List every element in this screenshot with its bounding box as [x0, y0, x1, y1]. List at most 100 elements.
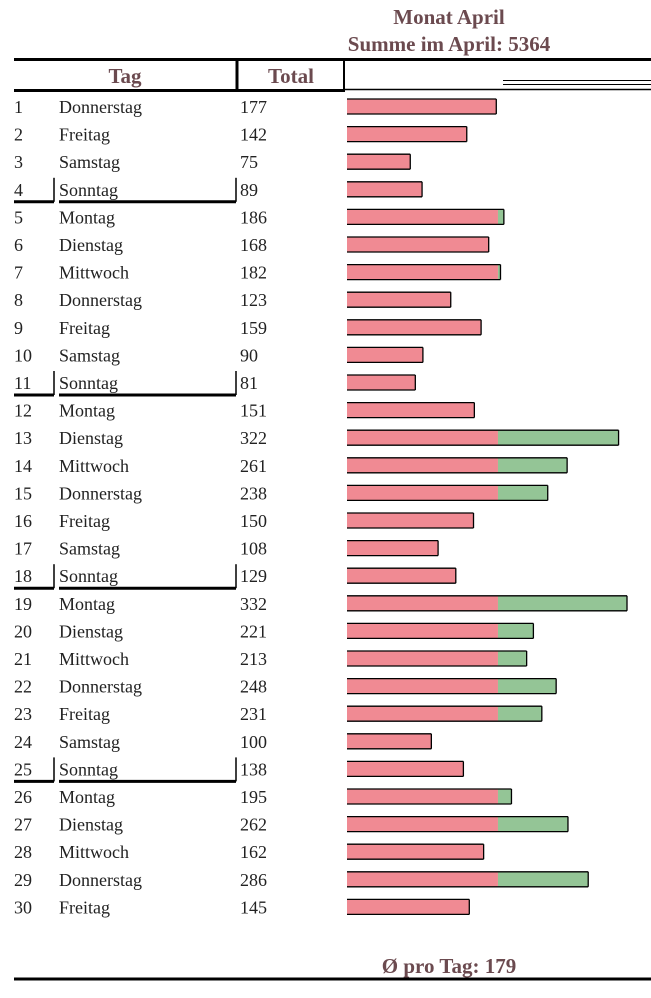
bar-base [347, 430, 498, 446]
bar-base [347, 181, 423, 197]
day-number: 26 [14, 787, 32, 807]
weekday-label: Sonntag [59, 180, 118, 200]
day-total: 221 [240, 621, 267, 641]
day-number: 8 [14, 290, 23, 310]
bar-base [347, 789, 498, 804]
day-number: 23 [14, 704, 32, 724]
day-total: 213 [240, 649, 267, 669]
bar-extra [497, 651, 527, 666]
weekday-label: Dienstag [59, 235, 123, 255]
day-number: 20 [14, 621, 32, 641]
bar-base [347, 761, 464, 777]
day-number: 14 [14, 456, 32, 476]
bar-base [347, 899, 470, 915]
day-number: 5 [14, 207, 23, 227]
weekday-label: Montag [59, 787, 115, 807]
day-number: 24 [14, 732, 32, 752]
chart-title: Monat April [393, 5, 505, 29]
bar-base [347, 595, 498, 611]
weekday-label: Dienstag [59, 815, 123, 835]
weekday-label: Dienstag [59, 621, 123, 641]
bar-extra [497, 871, 589, 887]
bar-base [347, 844, 484, 860]
bar-base [347, 347, 423, 363]
day-number: 18 [14, 566, 32, 586]
weekday-label: Dienstag [59, 428, 123, 448]
weekday-label: Samstag [59, 539, 120, 559]
day-total: 145 [240, 897, 267, 917]
day-total: 262 [240, 815, 267, 835]
bar-extra [497, 485, 548, 501]
weekday-label: Sonntag [59, 759, 118, 779]
day-total: 238 [240, 483, 267, 503]
bar-extra [497, 209, 504, 225]
bar-base [347, 292, 451, 308]
header-tag: Tag [108, 64, 142, 88]
day-number: 15 [14, 483, 32, 503]
day-number: 10 [14, 345, 32, 365]
day-total: 100 [240, 732, 267, 752]
day-number: 16 [14, 511, 32, 531]
bar-extra [497, 430, 619, 446]
day-total: 182 [240, 263, 267, 283]
bar-base [347, 209, 498, 225]
bar-base [347, 513, 474, 528]
day-total: 159 [240, 318, 267, 338]
day-total: 248 [240, 677, 267, 697]
weekday-label: Sonntag [59, 566, 118, 586]
bar-extra [497, 595, 628, 611]
day-number: 4 [14, 180, 23, 200]
weekday-label: Sonntag [59, 373, 118, 393]
weekday-label: Montag [59, 207, 115, 227]
bar-base [347, 99, 497, 114]
weekday-label: Donnerstag [59, 870, 142, 890]
day-number: 1 [14, 97, 23, 117]
day-number: 9 [14, 318, 23, 338]
bar-base [347, 651, 498, 666]
day-total: 90 [240, 345, 258, 365]
bar-base [347, 568, 456, 584]
weekday-label: Freitag [59, 125, 110, 145]
weekday-label: Donnerstag [59, 97, 142, 117]
day-total: 162 [240, 842, 267, 862]
day-total: 231 [240, 704, 267, 724]
day-total: 123 [240, 290, 267, 310]
bar-base [347, 816, 498, 832]
day-number: 27 [14, 815, 32, 835]
bar-base [347, 678, 498, 694]
weekday-label: Mittwoch [59, 649, 129, 669]
bar-base [347, 540, 439, 556]
bar-extra [497, 816, 568, 832]
bar-base [347, 237, 489, 252]
day-number: 30 [14, 897, 32, 917]
weekday-label: Freitag [59, 897, 110, 917]
bar-base [347, 485, 498, 501]
day-total: 129 [240, 566, 267, 586]
day-number: 3 [14, 152, 23, 172]
day-total: 138 [240, 759, 267, 779]
day-total: 75 [240, 152, 258, 172]
day-total: 195 [240, 787, 267, 807]
bar-extra [497, 264, 501, 280]
bar-base [347, 375, 416, 390]
weekday-label: Freitag [59, 704, 110, 724]
day-number: 2 [14, 125, 23, 145]
weekday-label: Donnerstag [59, 483, 142, 503]
day-number: 19 [14, 594, 32, 614]
bar-base [347, 126, 467, 142]
day-number: 7 [14, 263, 23, 283]
day-total: 186 [240, 207, 267, 227]
day-number: 13 [14, 428, 32, 448]
bar-extra [497, 706, 542, 722]
weekday-label: Mittwoch [59, 456, 129, 476]
bar-base [347, 733, 432, 749]
weekday-label: Montag [59, 401, 115, 421]
day-total: 261 [240, 456, 267, 476]
day-number: 28 [14, 842, 32, 862]
chart-subtitle: Summe im April: 5364 [348, 32, 551, 56]
footer-average: Ø pro Tag: 179 [382, 954, 516, 978]
bar-extra [497, 457, 568, 473]
day-number: 12 [14, 401, 32, 421]
day-total: 89 [240, 180, 258, 200]
